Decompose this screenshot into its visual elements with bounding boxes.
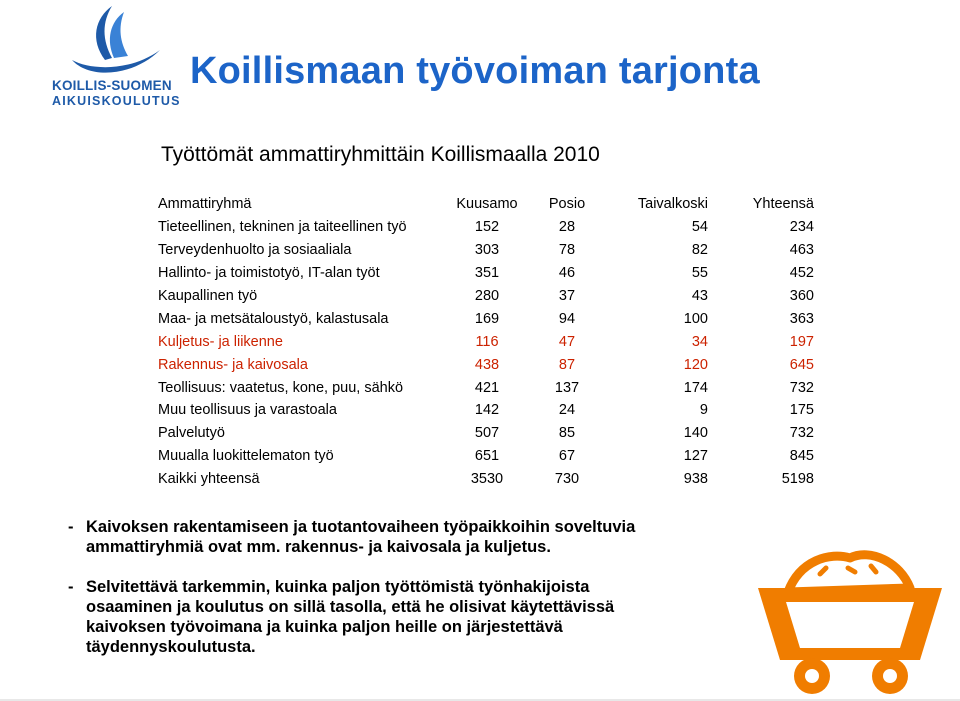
header-yhteensa: Yhteensä [752, 196, 814, 213]
cell-taivalkoski: 82 [691, 242, 708, 259]
row-label: Rakennus- ja kaivosala [158, 356, 308, 373]
cell-posio: 67 [558, 448, 576, 465]
cell-yhteensa: 197 [789, 333, 814, 350]
cell-posio: 37 [558, 288, 576, 304]
cell-posio: 85 [558, 425, 576, 442]
cell-posio: 47 [558, 333, 576, 350]
table-header-row: Ammattiryhmä Kuusamo Posio Taivalkoski Y… [158, 193, 814, 216]
cell-yhteensa: 175 [789, 402, 814, 419]
table-row: Kuljetus- ja liikenne 116 47 34 197 [158, 330, 814, 353]
logo-line1: KOILLIS-SUOMEN [52, 78, 172, 93]
cell-yhteensa: 463 [789, 242, 814, 259]
table-row: Terveydenhuolto ja sosiaaliala 303 78 82 463 [158, 239, 814, 262]
table-row: Hallinto- ja toimistotyö, IT-alan työt 35… [158, 262, 814, 285]
cell-posio: 137 [554, 379, 580, 396]
note-line: ammattiryhmiä ovat mm. rakennus- ja kaiv… [86, 538, 551, 556]
cell-kuusamo: 169 [474, 310, 500, 327]
header-kuusamo: Kuusamo [456, 196, 518, 213]
cell-yhteensa: 845 [789, 448, 814, 465]
cell-kuusamo: 303 [474, 242, 500, 259]
table-row: Muu teollisuus ja varastoala 142 24 9 175 [158, 399, 814, 422]
row-label: Muu teollisuus ja varastoala [158, 402, 337, 419]
swoosh-logo-icon [72, 6, 160, 73]
cell-yhteensa: 360 [789, 288, 814, 304]
note-2: - Selvitettävä tarkemmin, kuinka paljon t… [68, 577, 728, 657]
header-posio: Posio [548, 196, 586, 213]
cell-yhteensa: 732 [789, 425, 814, 442]
cell-yhteensa: 645 [789, 356, 814, 373]
table-row: Palvelutyö 507 85 140 732 [158, 422, 814, 445]
unemployment-table: Ammattiryhmä Kuusamo Posio Taivalkoski Y… [158, 193, 814, 491]
table-row: Maa- ja metsätaloustyö, kalastusala 169 94… [158, 307, 814, 330]
cell-taivalkoski: 34 [691, 333, 708, 350]
cell-kuusamo: 421 [474, 379, 500, 396]
row-label: Muualla luokittelematon työ [158, 448, 334, 465]
cell-kuusamo: 438 [474, 356, 500, 373]
cell-taivalkoski: 140 [683, 425, 708, 442]
cell-yhteensa: 452 [789, 265, 814, 282]
table-row: Kaikki yhteensä 3530 730 938 5198 [158, 468, 814, 491]
header-ammattiryhma: Ammattiryhmä [158, 196, 252, 213]
note-dash: - [68, 518, 74, 536]
cell-posio: 46 [558, 265, 576, 282]
cell-taivalkoski: 9 [699, 402, 708, 419]
cell-taivalkoski: 54 [691, 219, 708, 236]
note-line: Kaivoksen rakentamiseen ja tuotantovaihe… [86, 518, 636, 536]
cell-posio: 24 [558, 402, 576, 419]
row-label: Terveydenhuolto ja sosiaaliala [158, 242, 352, 259]
row-label: Tieteellinen, tekninen ja taiteellinen t… [158, 219, 407, 236]
cell-taivalkoski: 938 [683, 471, 708, 488]
cell-kuusamo: 3530 [470, 471, 504, 488]
table-row: Tieteellinen, tekninen ja taiteellinen t… [158, 216, 814, 239]
row-label: Kuljetus- ja liikenne [158, 333, 283, 350]
page-title: Koillismaan työvoiman tarjonta [190, 50, 760, 92]
bottom-divider [0, 699, 960, 701]
note-line: Selvitettävä tarkemmin, kuinka paljon ty… [86, 578, 590, 596]
table-row: Rakennus- ja kaivosala 438 87 120 645 [158, 353, 814, 376]
cell-posio: 730 [554, 471, 580, 488]
cell-kuusamo: 142 [474, 402, 500, 419]
row-label: Kaupallinen työ [158, 288, 258, 304]
note-line: osaaminen ja koulutus on sillä tasolla, … [86, 598, 615, 616]
table-row: Muualla luokittelematon työ 651 67 127 845 [158, 445, 814, 468]
row-label: Kaikki yhteensä [158, 471, 260, 488]
cell-taivalkoski: 174 [683, 379, 708, 396]
cell-yhteensa: 5198 [781, 471, 814, 488]
cell-taivalkoski: 55 [691, 265, 708, 282]
cell-kuusamo: 651 [474, 448, 500, 465]
cell-taivalkoski: 43 [691, 288, 708, 304]
row-label: Teollisuus: vaatetus, kone, puu, sähkö [158, 379, 404, 396]
row-label: Palvelutyö [158, 425, 225, 442]
cell-kuusamo: 280 [474, 288, 500, 304]
cell-posio: 78 [558, 242, 576, 259]
cell-kuusamo: 507 [474, 425, 500, 442]
cell-yhteensa: 363 [789, 310, 814, 327]
cell-taivalkoski: 127 [683, 448, 708, 465]
cell-taivalkoski: 120 [683, 356, 708, 373]
logo-line2: AIKUISKOULUTUS [52, 94, 181, 108]
cell-posio: 87 [558, 356, 576, 373]
cell-yhteensa: 732 [789, 379, 814, 396]
table-row: Kaupallinen työ 280 37 43 360 [158, 285, 814, 308]
note-line: kaivoksen työvoimana ja kuinka paljon he… [86, 618, 563, 636]
note-dash: - [68, 578, 74, 596]
mine-cart-icon [758, 550, 942, 694]
row-label: Maa- ja metsätaloustyö, kalastusala [158, 310, 389, 327]
cell-posio: 94 [558, 310, 576, 327]
note-1: - Kaivoksen rakentamiseen ja tuotantovaih… [68, 517, 728, 557]
cell-kuusamo: 116 [475, 333, 499, 350]
note-line: täydennyskoulutusta. [86, 638, 256, 656]
notes: - Kaivoksen rakentamiseen ja tuotantovaih… [68, 517, 728, 677]
header-taivalkoski: Taivalkoski [637, 196, 708, 213]
row-label: Hallinto- ja toimistotyö, IT-alan työt [158, 265, 380, 282]
cell-kuusamo: 152 [474, 219, 500, 236]
cell-kuusamo: 351 [474, 265, 500, 282]
page-subtitle: Työttömät ammattiryhmittäin Koillismaall… [161, 143, 600, 166]
cell-taivalkoski: 100 [683, 310, 708, 327]
cell-posio: 28 [558, 219, 576, 236]
cell-yhteensa: 234 [789, 219, 814, 236]
table-row: Teollisuus: vaatetus, kone, puu, sähkö 42… [158, 376, 814, 399]
